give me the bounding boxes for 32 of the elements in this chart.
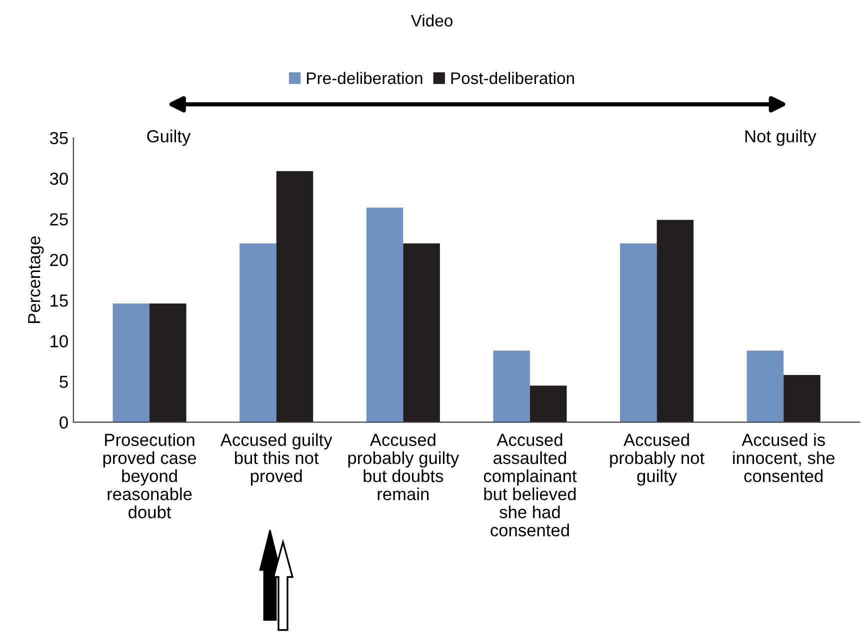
bar [746, 350, 784, 422]
x-tick-label: Accused guilty but this not proved [220, 433, 332, 486]
y-tick-label: 35 [50, 132, 68, 144]
bar [530, 386, 567, 422]
bar [150, 304, 186, 422]
bar [493, 350, 530, 422]
bar [276, 171, 314, 422]
annotation: Not guilty [745, 130, 816, 146]
bar [366, 208, 404, 422]
y-tick-label: 15 [50, 294, 68, 307]
y-tick-label: 0 [60, 416, 68, 429]
bar [656, 220, 694, 422]
y-tick-label: 10 [50, 335, 68, 348]
bar [112, 304, 150, 422]
annotation: Guilty [147, 130, 191, 146]
bar [620, 243, 657, 422]
legend-label: Post-deliberation [451, 72, 574, 84]
bar [784, 375, 820, 422]
bar [403, 243, 440, 422]
x-tick-label: Accused assaulted complainant but believed she had consented [484, 433, 577, 536]
x-tick-label: Accused probably not guilty [610, 433, 704, 486]
x-tick-label: Prosecution proved case beyond reasonable doubt [103, 433, 196, 518]
bar [240, 243, 276, 422]
y-tick-label: 5 [60, 376, 68, 388]
legend-label: Pre-deliberation [307, 72, 422, 84]
y-axis-title: Percentage [28, 236, 44, 323]
x-tick-label: Accused is innocent, she consented [733, 433, 834, 482]
y-tick-label: 25 [50, 213, 68, 226]
chart-title: Video [410, 14, 452, 27]
y-tick-label: 30 [50, 172, 68, 185]
y-tick-label: 20 [50, 254, 68, 266]
x-tick-label: Accused probably guilty but doubts remain [348, 433, 460, 500]
